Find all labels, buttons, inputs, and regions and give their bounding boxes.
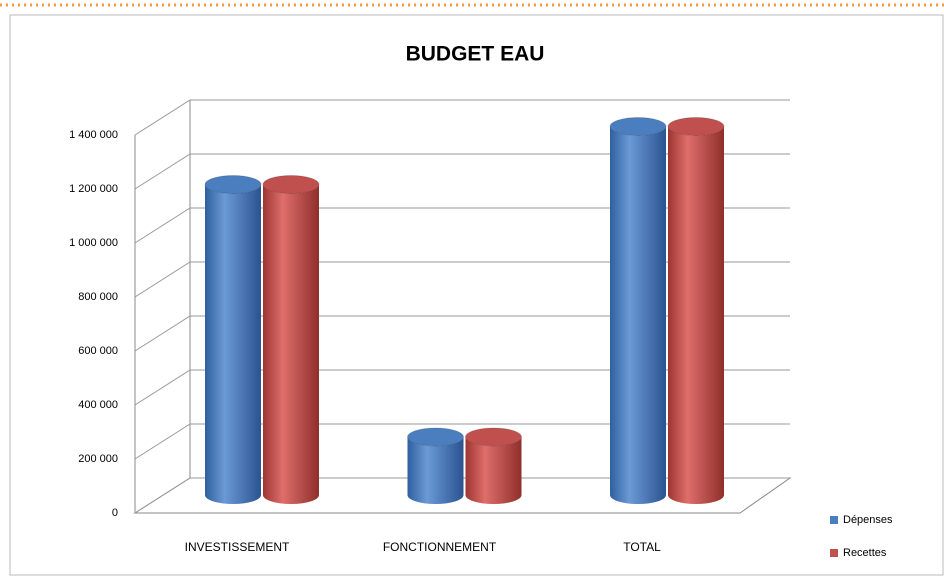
grid-line: [134, 99, 790, 136]
y-tick-label: 1 400 000: [69, 129, 118, 141]
y-tick-label: 1 200 000: [69, 183, 118, 195]
cylinder-top: [204, 175, 262, 194]
y-tick-label: 0: [112, 507, 118, 519]
y-tick-label: 200 000: [78, 453, 118, 465]
legend-label: Dépenses: [843, 514, 893, 526]
y-tick-label: 800 000: [78, 291, 118, 303]
grid-line: [134, 369, 790, 406]
chart-title: BUDGET EAU: [406, 43, 545, 66]
grid-line: [134, 207, 790, 244]
grid-line: [134, 477, 790, 514]
x-tick-label: FONCTIONNEMENT: [383, 540, 497, 554]
y-tick-label: 600 000: [78, 345, 118, 357]
grid-line: [134, 423, 790, 460]
x-tick-label: INVESTISSEMENT: [185, 540, 290, 554]
grid-line: [134, 315, 790, 352]
y-tick-label: 1 000 000: [69, 237, 118, 249]
cylinder: [465, 436, 522, 504]
cylinder: [668, 126, 724, 504]
legend-label: Recettes: [843, 547, 887, 559]
legend-swatch: [830, 516, 838, 524]
legend-swatch: [830, 549, 838, 557]
cylinder: [205, 184, 261, 504]
cylinder: [407, 436, 464, 504]
cylinder-top: [667, 116, 725, 136]
cylinder-top: [465, 427, 522, 447]
y-tick-label: 400 000: [78, 399, 118, 411]
x-tick-label: TOTAL: [623, 540, 661, 554]
cylinder-top: [609, 116, 667, 136]
grid-line: [134, 153, 790, 190]
cylinder-top: [407, 427, 464, 447]
grid-line: [134, 261, 790, 298]
cylinder-top: [262, 175, 320, 194]
cylinder: [610, 126, 666, 504]
cylinder: [263, 184, 319, 504]
